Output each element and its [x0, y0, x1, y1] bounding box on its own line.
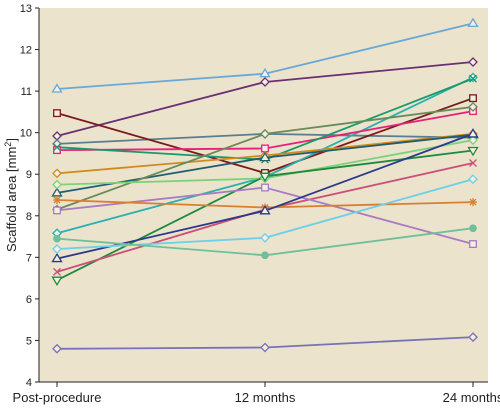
data-point	[469, 224, 477, 233]
y-tick-label: 12	[20, 45, 32, 57]
data-point	[51, 187, 63, 197]
y-axis-title-end: ]	[4, 138, 19, 142]
y-axis-title-superscript: 2	[3, 142, 13, 147]
data-point	[260, 232, 270, 243]
data-point	[468, 101, 478, 112]
data-point	[51, 276, 63, 286]
data-point	[260, 128, 270, 139]
y-axis-title: Scaffold area [mm2]	[3, 138, 19, 252]
data-point	[259, 205, 271, 215]
data-point	[469, 159, 477, 167]
data-point	[53, 267, 61, 276]
data-point	[53, 195, 61, 204]
data-point	[259, 151, 271, 162]
data-point	[53, 143, 61, 152]
data-point	[468, 332, 478, 343]
y-tick-label: 13	[20, 3, 32, 15]
data-point	[52, 168, 62, 179]
data-point	[469, 74, 477, 83]
data-point	[469, 198, 477, 207]
data-point	[51, 83, 63, 93]
data-point	[468, 135, 478, 146]
data-point	[52, 343, 62, 354]
data-point	[467, 17, 479, 28]
series-markers	[51, 17, 479, 354]
data-point	[469, 240, 477, 248]
y-tick-label: 8	[26, 211, 32, 223]
y-tick-label: 9	[26, 169, 32, 181]
x-tick-label: 12 months	[235, 390, 296, 405]
y-tick-label: 11	[21, 86, 32, 98]
data-point	[261, 183, 269, 192]
data-point	[468, 174, 478, 185]
data-point	[260, 77, 270, 87]
axes	[35, 7, 488, 387]
data-point	[468, 57, 478, 67]
y-tick-labels: 4 5 6 7 8 9 10 11 12 13	[20, 3, 32, 389]
data-point	[52, 244, 62, 254]
data-point	[259, 67, 271, 78]
data-point	[53, 234, 61, 243]
y-axis-title-text: Scaffold area [mm	[4, 147, 19, 252]
plot-background	[39, 8, 488, 382]
data-point	[261, 251, 269, 260]
data-point	[467, 128, 479, 138]
y-tick-label: 5	[26, 335, 32, 347]
x-tick-labels: Post-procedure 12 months 24 months	[13, 390, 500, 405]
x-tick-label: 24 months	[443, 390, 500, 405]
data-point	[260, 342, 270, 353]
y-tick-label: 7	[26, 252, 32, 264]
data-point	[467, 146, 479, 157]
data-point	[53, 109, 61, 118]
data-point	[51, 252, 63, 263]
y-tick-label: 4	[26, 377, 32, 389]
data-point	[469, 94, 477, 103]
y-tick-label: 10	[20, 128, 32, 140]
data-point	[259, 172, 271, 183]
x-tick-label: Post-procedure	[13, 390, 102, 405]
data-point	[52, 179, 62, 190]
y-tick-label: 6	[26, 294, 32, 306]
data-point	[53, 206, 61, 215]
